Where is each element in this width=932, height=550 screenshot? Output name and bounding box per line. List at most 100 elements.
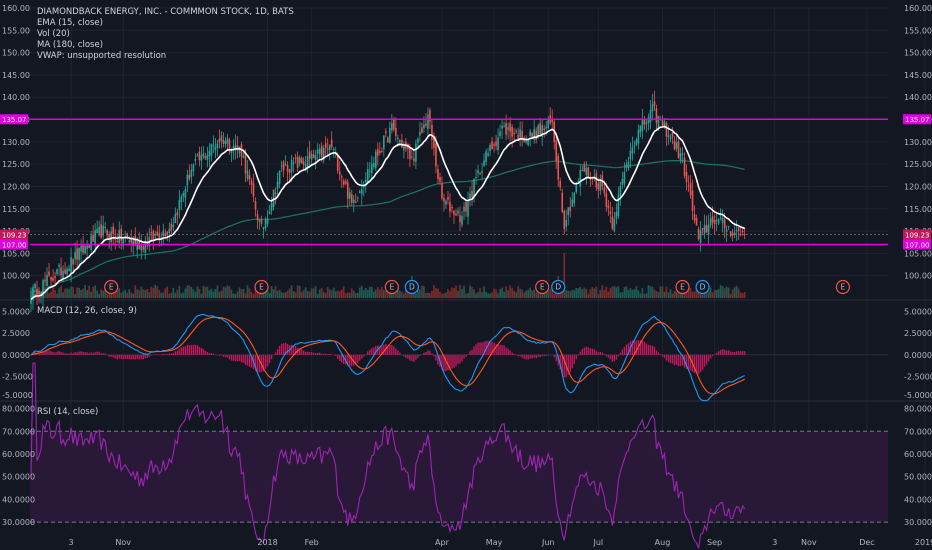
candle-body[interactable] [232,146,235,151]
candle-body[interactable] [214,146,217,151]
candle-body[interactable] [358,191,361,193]
candle-body[interactable] [262,227,265,230]
candle-body[interactable] [409,147,411,160]
candle-body[interactable] [140,244,143,251]
candle-body[interactable] [433,135,435,148]
candle-body[interactable] [216,143,219,149]
candle-body[interactable] [260,220,263,225]
candle-body[interactable] [90,235,92,250]
candle-body[interactable] [222,139,225,144]
candle-body[interactable] [645,122,648,125]
candle-body[interactable] [116,240,119,242]
candle-body[interactable] [557,156,560,180]
candle-body[interactable] [567,207,570,216]
candle-body[interactable] [741,231,744,233]
candle-body[interactable] [735,230,738,232]
candle-body[interactable] [555,140,558,161]
candle-body[interactable] [128,240,131,242]
candle-body[interactable] [503,125,505,127]
candle-body[interactable] [182,193,185,197]
earnings-event[interactable]: E [675,279,690,295]
candle-body[interactable] [98,227,100,234]
candle-body[interactable] [489,144,491,152]
candle-body[interactable] [228,139,231,150]
candle-body[interactable] [617,194,620,217]
candle-body[interactable] [268,211,271,214]
candle-body[interactable] [150,232,153,234]
candle-body[interactable] [381,151,383,153]
candle-body[interactable] [525,140,527,143]
candle-body[interactable] [739,234,742,236]
candle-body[interactable] [537,125,539,139]
candle-body[interactable] [563,211,566,230]
candle-body[interactable] [42,280,44,297]
legend-ma[interactable]: MA (180, close) [37,40,103,50]
candle-body[interactable] [242,155,245,158]
candle-body[interactable] [336,154,339,171]
candle-body[interactable] [629,150,632,160]
candle-body[interactable] [705,225,708,233]
candle-body[interactable] [158,233,161,240]
candle-body[interactable] [649,110,652,123]
candle-body[interactable] [711,216,714,223]
candle-body[interactable] [186,174,189,186]
candle-body[interactable] [533,129,535,140]
candle-body[interactable] [451,207,453,209]
candle-body[interactable] [178,200,181,211]
candle-body[interactable] [190,169,193,177]
candle-body[interactable] [238,146,241,154]
candle-body[interactable] [314,155,317,160]
candle-body[interactable] [687,185,690,187]
candle-body[interactable] [350,194,353,203]
candle-body[interactable] [328,144,331,151]
candle-body[interactable] [250,180,253,185]
candle-body[interactable] [665,123,668,137]
candle-body[interactable] [282,161,285,171]
candle-body[interactable] [633,145,636,147]
candle-body[interactable] [256,214,259,220]
candle-body[interactable] [58,264,60,267]
candle-body[interactable] [168,228,171,233]
candle-body[interactable] [393,118,395,130]
candle-body[interactable] [509,123,511,132]
candle-body[interactable] [599,179,602,191]
candle-body[interactable] [709,218,712,225]
candle-body[interactable] [30,299,32,304]
candle-body[interactable] [417,138,419,143]
candle-body[interactable] [50,277,52,281]
candle-body[interactable] [647,117,650,124]
candle-body[interactable] [413,158,415,161]
candle-body[interactable] [681,153,684,156]
candle-body[interactable] [445,200,447,205]
candle-body[interactable] [212,145,215,147]
candle-body[interactable] [497,137,499,151]
candles[interactable] [30,90,746,313]
candle-body[interactable] [156,231,159,236]
candle-body[interactable] [332,148,335,151]
candle-body[interactable] [455,213,457,216]
candle-body[interactable] [204,156,207,159]
candle-body[interactable] [342,180,345,185]
candle-body[interactable] [395,128,397,136]
candle-body[interactable] [561,192,564,213]
candle-body[interactable] [605,193,608,207]
candle-body[interactable] [180,196,183,202]
candle-body[interactable] [106,230,108,236]
candle-body[interactable] [519,129,521,138]
candle-body[interactable] [284,164,287,166]
candle-body[interactable] [300,157,303,164]
candle-body[interactable] [717,219,720,224]
candle-body[interactable] [320,145,323,157]
candle-body[interactable] [184,189,187,198]
candle-body[interactable] [352,199,355,203]
candle-body[interactable] [655,107,658,123]
candle-body[interactable] [364,179,367,183]
candle-body[interactable] [657,115,660,128]
candle-body[interactable] [152,231,155,240]
candle-body[interactable] [100,224,102,238]
candle-body[interactable] [62,270,64,280]
candle-body[interactable] [312,154,315,159]
candle-body[interactable] [296,156,299,168]
candle-body[interactable] [188,175,191,180]
